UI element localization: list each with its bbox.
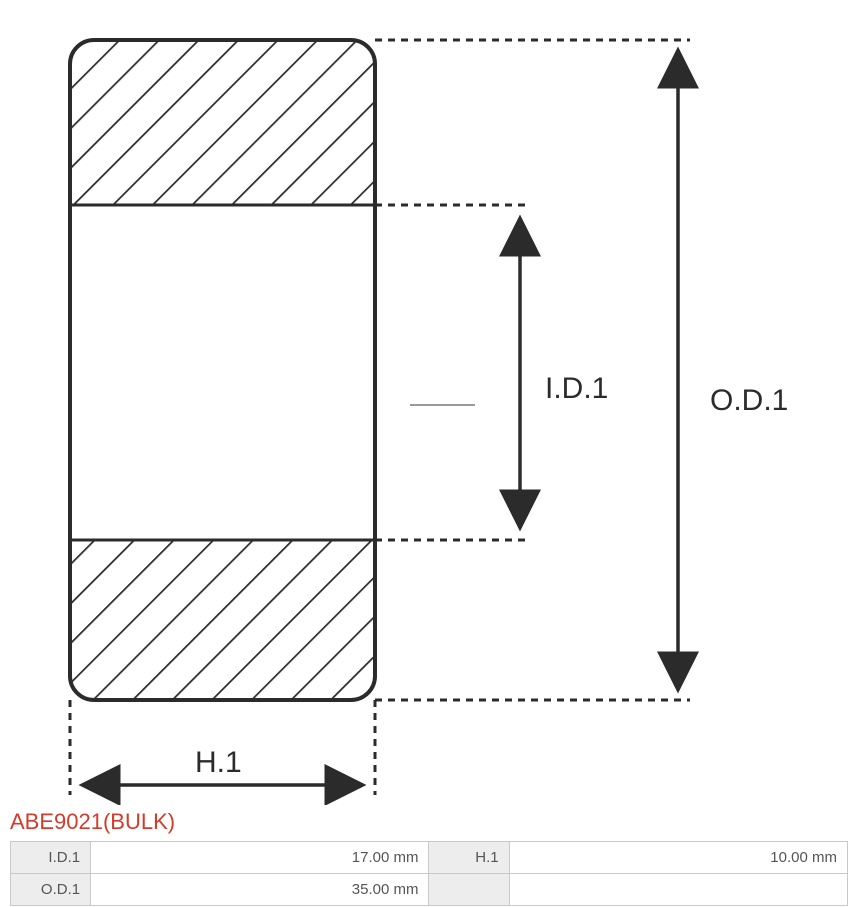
- spec-value: 35.00 mm: [91, 874, 429, 906]
- technical-diagram: O.D.1 I.D.1 H.1: [0, 0, 848, 805]
- table-row: I.D.1 17.00 mm H.1 10.00 mm: [11, 842, 848, 874]
- spec-value: 17.00 mm: [91, 842, 429, 874]
- diagram-svg: O.D.1 I.D.1 H.1: [0, 0, 848, 805]
- spec-table: I.D.1 17.00 mm H.1 10.00 mm O.D.1 35.00 …: [10, 841, 848, 906]
- spec-label: [429, 874, 509, 906]
- spec-label: I.D.1: [11, 842, 91, 874]
- spec-label: H.1: [429, 842, 509, 874]
- spec-label: O.D.1: [11, 874, 91, 906]
- page: O.D.1 I.D.1 H.1 ABE9021(BULK) I.D.1 17.0…: [0, 0, 848, 906]
- spec-value: [509, 874, 847, 906]
- spec-value: 10.00 mm: [509, 842, 847, 874]
- id1-label: I.D.1: [545, 372, 608, 405]
- table-row: O.D.1 35.00 mm: [11, 874, 848, 906]
- product-title: ABE9021(BULK): [0, 805, 848, 841]
- od1-label: O.D.1: [710, 384, 788, 417]
- h1-label: H.1: [195, 746, 242, 779]
